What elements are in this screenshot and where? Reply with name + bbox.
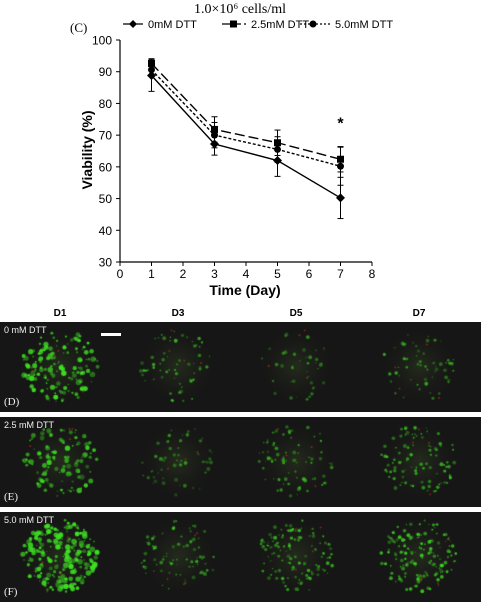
micrograph-image-5mm bbox=[0, 512, 481, 602]
x-tick-label: 5 bbox=[274, 267, 281, 281]
x-tick-label: 8 bbox=[369, 267, 376, 281]
legend: 0mM DTT 2.5mM DTT 5.0mM DTT bbox=[123, 19, 393, 31]
y-tick-label: 90 bbox=[99, 65, 113, 79]
y-tick-label: 30 bbox=[99, 256, 113, 270]
panel-letter-d: (D) bbox=[4, 396, 20, 408]
x-tick-label: 7 bbox=[337, 267, 344, 281]
legend-label-5mm: 5.0mM DTT bbox=[335, 19, 393, 31]
micrograph-image-2-5mm bbox=[0, 417, 481, 507]
micrograph-panel-f: 5.0 mM DTT (F) bbox=[0, 512, 481, 602]
micrograph-panel-e: 2.5 mM DTT (E) bbox=[0, 417, 481, 507]
scale-bar bbox=[101, 333, 121, 336]
col-label-d3: D3 bbox=[171, 308, 185, 319]
x-tick-label: 6 bbox=[306, 267, 313, 281]
col-label-d1: D1 bbox=[53, 308, 67, 319]
micrograph-panel-d: 0 mM DTT (D) bbox=[0, 322, 481, 412]
significance-annotation: * bbox=[337, 115, 344, 132]
y-tick-label: 80 bbox=[99, 97, 113, 111]
x-tick-label: 4 bbox=[243, 267, 250, 281]
x-tick-label: 1 bbox=[148, 267, 155, 281]
y-tick-label: 60 bbox=[99, 160, 113, 174]
data-point bbox=[211, 131, 218, 139]
axes bbox=[116, 39, 373, 266]
legend-item-0mm: 0mM DTT bbox=[123, 19, 197, 31]
panel-label-c: (C) bbox=[70, 20, 87, 35]
series-2 bbox=[148, 64, 344, 186]
micrograph-column-labels: D1 D3 D5 D7 bbox=[0, 308, 481, 322]
data-point bbox=[148, 66, 155, 74]
series-line bbox=[150, 69, 341, 167]
data-point bbox=[337, 162, 344, 170]
panel-title-2-5mm: 2.5 mM DTT bbox=[4, 420, 55, 430]
panel-letter-f: (F) bbox=[4, 586, 18, 598]
series-1 bbox=[148, 58, 344, 173]
tick-labels: 30 40 50 60 70 80 90 100 0 1 2 3 4 5 6 7 8 bbox=[92, 34, 376, 282]
data-point bbox=[147, 71, 156, 81]
x-tick-label: 3 bbox=[211, 267, 218, 281]
micrograph-image-0mm bbox=[0, 322, 481, 412]
col-label-d5: D5 bbox=[289, 308, 303, 319]
panel-letter-e: (E) bbox=[4, 491, 19, 503]
series-0 bbox=[147, 59, 345, 220]
y-tick-label: 40 bbox=[99, 224, 113, 238]
x-axis-label: Time (Day) bbox=[209, 282, 280, 298]
series-line bbox=[150, 75, 341, 199]
legend-item-2-5mm: 2.5mM DTT bbox=[222, 19, 309, 31]
y-tick-label: 100 bbox=[92, 34, 112, 48]
legend-label-0mm: 0mM DTT bbox=[148, 19, 197, 31]
col-label-d7: D7 bbox=[412, 308, 426, 319]
x-tick-label: 2 bbox=[180, 267, 187, 281]
viability-chart: 1.0×10⁶ cells/ml (C) 0mM DTT 2.5mM DTT 5… bbox=[70, 2, 393, 298]
panel-title-0mm: 0 mM DTT bbox=[4, 325, 47, 335]
y-tick-label: 70 bbox=[99, 129, 113, 143]
plot-area bbox=[147, 58, 345, 220]
data-point bbox=[274, 145, 281, 153]
x-tick-label: 0 bbox=[117, 267, 124, 281]
legend-label-2-5mm: 2.5mM DTT bbox=[251, 19, 309, 31]
legend-item-5mm: 5.0mM DTT bbox=[300, 19, 393, 31]
panel-title-5mm: 5.0 mM DTT bbox=[4, 515, 55, 525]
series-line bbox=[150, 62, 341, 160]
y-tick-label: 50 bbox=[99, 192, 113, 206]
y-axis-label: Viability (%) bbox=[79, 110, 95, 189]
data-point bbox=[336, 193, 345, 203]
figure-title: 1.0×10⁶ cells/ml bbox=[194, 2, 286, 17]
data-point bbox=[148, 59, 155, 67]
